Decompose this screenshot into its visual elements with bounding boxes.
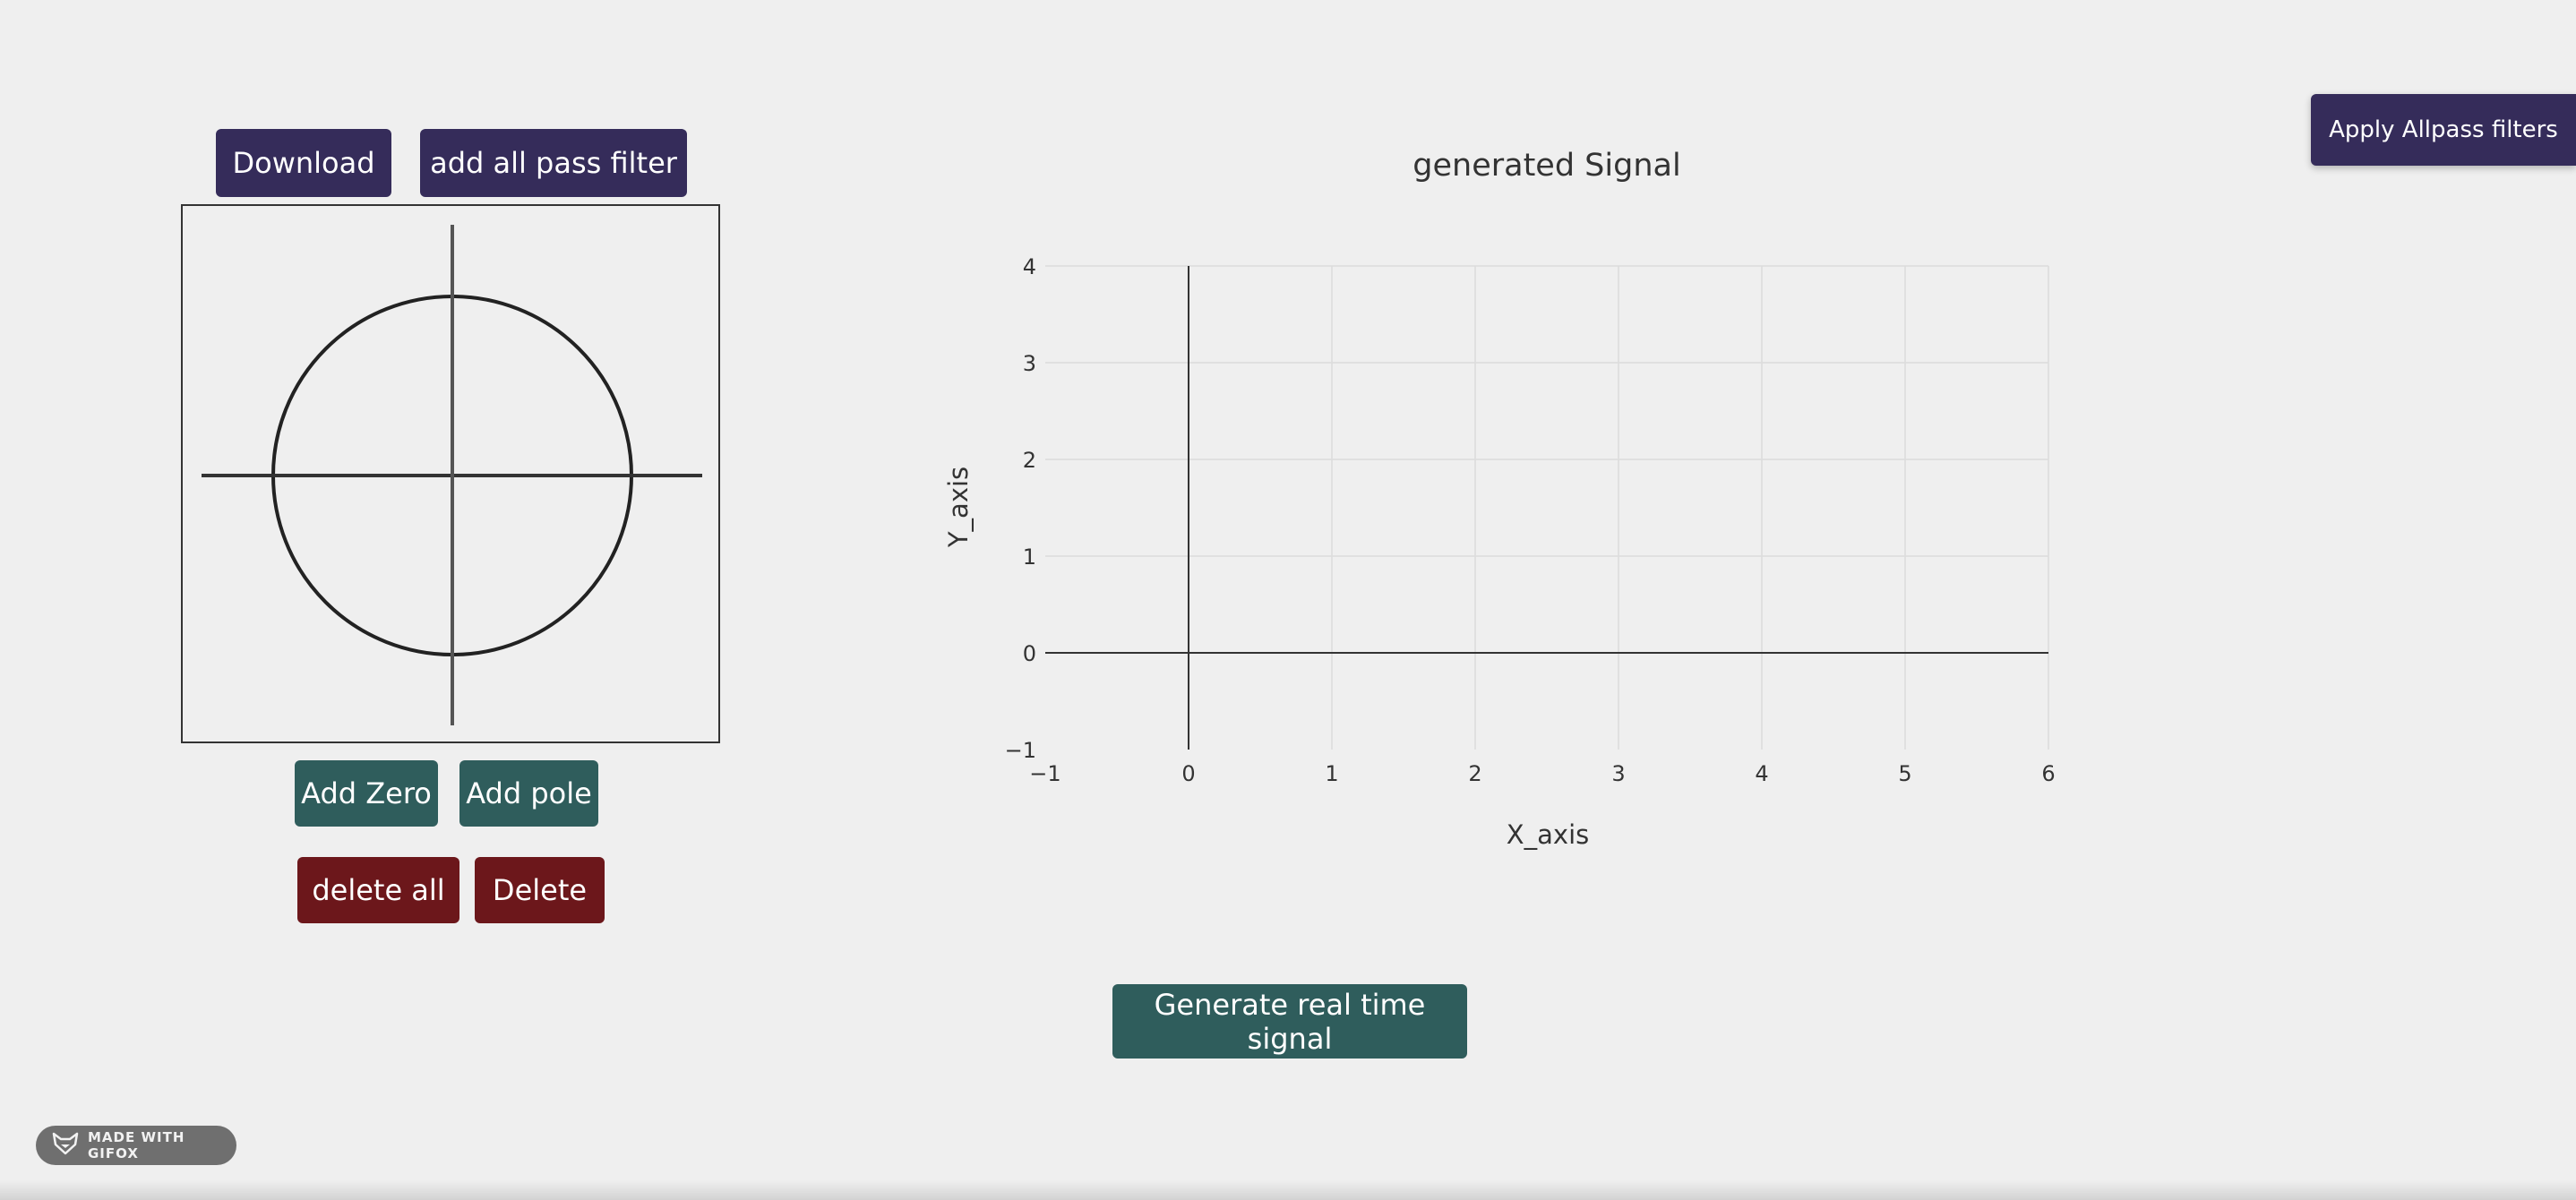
add-zero-button[interactable]: Add Zero — [295, 760, 438, 827]
zero-lines — [1045, 266, 2048, 750]
y-axis-label: Y_axis — [943, 467, 974, 548]
x-tick-label: 2 — [1468, 761, 1481, 786]
x-tick-label: 1 — [1325, 761, 1338, 786]
signal-plot[interactable]: −1 0 1 2 3 4 5 6 −1 0 1 2 3 4 generated Signal X_axi… — [932, 134, 2096, 869]
y-tick-label: 1 — [1023, 544, 1036, 570]
y-tick-label: 3 — [1023, 351, 1036, 376]
fox-icon — [52, 1132, 79, 1159]
y-tick-label: 2 — [1023, 448, 1036, 473]
x-tick-label: 6 — [2041, 761, 2055, 786]
grid-lines — [1045, 265, 2049, 750]
download-button[interactable]: Download — [216, 129, 391, 197]
delete-all-button[interactable]: delete all — [297, 857, 459, 923]
gifox-badge-text: MADE WITH GIFOX — [88, 1129, 185, 1161]
x-axis-label: X_axis — [1507, 819, 1589, 850]
y-tick-label: 0 — [1023, 641, 1036, 666]
z-plane-unit-circle[interactable] — [181, 204, 720, 743]
x-tick-label: 5 — [1898, 761, 1911, 786]
window-bottom-shadow — [0, 1180, 2576, 1200]
add-all-pass-filter-button[interactable]: add all pass filter — [420, 129, 687, 197]
x-tick-label: 4 — [1755, 761, 1768, 786]
y-tick-label: −1 — [1005, 738, 1036, 763]
x-tick-label: −1 — [1029, 761, 1060, 786]
signal-plot-svg[interactable]: −1 0 1 2 3 4 5 6 −1 0 1 2 3 4 generated Signal X_axi… — [932, 134, 2096, 869]
x-tick-labels: −1 0 1 2 3 4 5 6 — [1029, 761, 2055, 786]
made-with-gifox-badge[interactable]: MADE WITH GIFOX — [36, 1126, 236, 1165]
y-tick-label: 4 — [1023, 254, 1036, 279]
x-tick-label: 3 — [1611, 761, 1625, 786]
y-tick-labels: −1 0 1 2 3 4 — [1005, 254, 1036, 763]
chart-title: generated Signal — [1413, 148, 1680, 184]
add-pole-button[interactable]: Add pole — [459, 760, 598, 827]
apply-allpass-filters-button[interactable]: Apply Allpass filters — [2311, 94, 2576, 166]
z-plane-canvas[interactable] — [183, 206, 718, 741]
generate-real-time-signal-button[interactable]: Generate real time signal — [1112, 984, 1467, 1059]
delete-button[interactable]: Delete — [475, 857, 605, 923]
x-tick-label: 0 — [1181, 761, 1195, 786]
